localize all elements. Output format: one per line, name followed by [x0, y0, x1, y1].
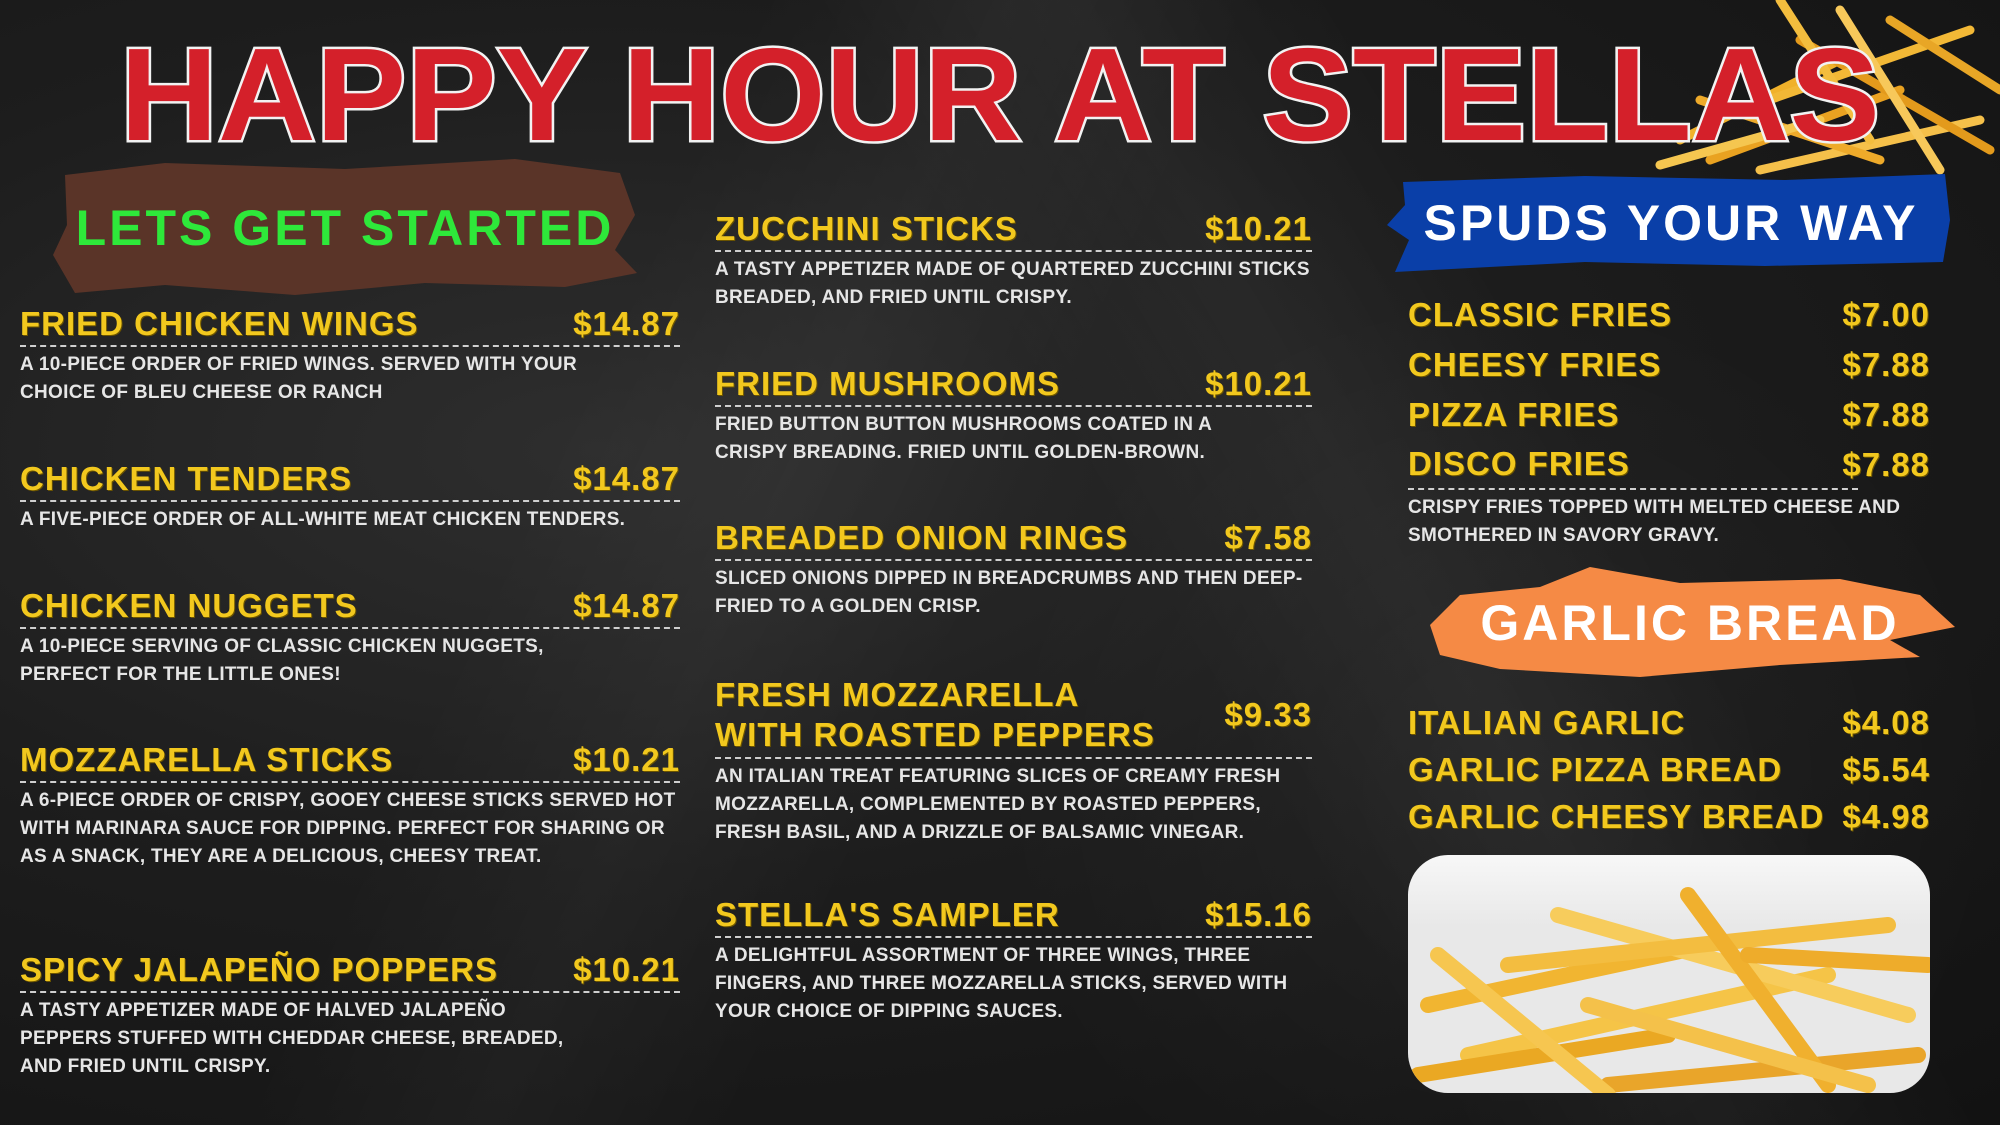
menu-item: CHICKEN NUGGETS $14.87 A 10-PIECE SERVING…: [20, 587, 680, 689]
menu-item: MOZZARELLA STICKS $10.21 A 6-PIECE ORDER …: [20, 741, 680, 871]
item-description: A 6-PIECE ORDER OF CRISPY, GOOEY CHEESE …: [20, 790, 676, 867]
menu-item: CHICKEN TENDERS $14.87 A FIVE-PIECE ORDER…: [20, 460, 680, 534]
fries-photo: [1408, 855, 1930, 1093]
item-price: $10.21: [1205, 365, 1312, 402]
item-description: A 10-PIECE SERVING OF CLASSIC CHICKEN NU…: [20, 636, 544, 685]
item-description: A FIVE-PIECE ORDER OF ALL-WHITE MEAT CHI…: [20, 509, 626, 530]
item-price: $10.21: [573, 741, 680, 778]
menu-item: CLASSIC FRIES $7.00: [1408, 290, 1930, 340]
menu-item: STELLA'S SAMPLER $15.16 A DELIGHTFUL ASSO…: [715, 896, 1312, 1026]
svg-text:HAPPY HOUR AT STELLAS: HAPPY HOUR AT STELLAS: [120, 22, 1880, 162]
item-name: SPICY JALAPEÑO POPPERS: [20, 951, 499, 988]
item-name: FRESH MOZZARELLA WITH ROASTED PEPPERS: [715, 676, 1155, 753]
item-price: $4.98: [1842, 797, 1930, 835]
item-name: FRIED MUSHROOMS: [715, 365, 1060, 402]
menu-item: ITALIAN GARLIC $4.08: [1408, 699, 1930, 746]
garlic-heading: GARLIC BREAD: [1480, 594, 1900, 651]
menu-item: FRESH MOZZARELLA WITH ROASTED PEPPERS $9.…: [715, 675, 1312, 847]
item-name: MOZZARELLA STICKS: [20, 741, 394, 778]
item-description: A DELIGHTFUL ASSORTMENT OF THREE WINGS, …: [715, 945, 1288, 1022]
item-price: $4.08: [1842, 703, 1930, 741]
menu-item: FRIED CHICKEN WINGS $14.87 A 10-PIECE ORD…: [20, 305, 680, 407]
item-price: $10.21: [1205, 210, 1312, 247]
garlic-banner: GARLIC BREAD: [1420, 565, 1960, 680]
item-price: $9.33: [1224, 696, 1312, 733]
item-price: $7.00: [1842, 296, 1930, 333]
item-description: A 10-PIECE ORDER OF FRIED WINGS. SERVED …: [20, 354, 577, 403]
item-name: GARLIC PIZZA BREAD: [1408, 750, 1783, 788]
item-price: $7.88: [1842, 396, 1930, 433]
menu-item: ZUCCHINI STICKS $10.21 A TASTY APPETIZER …: [715, 210, 1312, 312]
menu-item: PIZZA FRIES $7.88: [1408, 390, 1930, 440]
spuds-list: CLASSIC FRIES $7.00 CHEESY FRIES $7.88 PIZ…: [1408, 290, 1930, 550]
garlic-list: ITALIAN GARLIC $4.08 GARLIC PIZZA BREAD $5…: [1408, 699, 1930, 840]
item-price: $14.87: [573, 587, 680, 624]
fries-image-top: [1655, 0, 2000, 175]
item-description: FRIED BUTTON BUTTON MUSHROOMS COATED IN …: [715, 414, 1212, 463]
item-price: $10.21: [573, 951, 680, 988]
item-name: ZUCCHINI STICKS: [715, 210, 1018, 247]
item-name: CHEESY FRIES: [1408, 346, 1662, 383]
item-description: A TASTY APPETIZER MADE OF HALVED JALAPEÑ…: [20, 1000, 564, 1077]
item-name: ITALIAN GARLIC: [1408, 703, 1686, 741]
item-name: CLASSIC FRIES: [1408, 296, 1673, 333]
menu-item: BREADED ONION RINGS $7.58 SLICED ONIONS D…: [715, 519, 1312, 621]
item-name: GARLIC CHEESY BREAD: [1408, 797, 1825, 835]
item-price: $7.88: [1842, 346, 1930, 383]
spuds-heading: SPUDS YOUR WAY: [1423, 194, 1919, 251]
item-name: FRIED CHICKEN WINGS: [20, 305, 419, 342]
item-price: $15.16: [1205, 896, 1312, 933]
starters-banner: LETS GET STARTED: [45, 155, 645, 300]
menu-item: FRIED MUSHROOMS $10.21 FRIED BUTTON BUTTO…: [715, 365, 1312, 467]
item-name: CHICKEN NUGGETS: [20, 587, 358, 624]
item-price: $14.87: [573, 460, 680, 497]
menu-item: CHEESY FRIES $7.88: [1408, 340, 1930, 390]
item-price: $7.88: [1842, 446, 1930, 483]
item-name: DISCO FRIES: [1408, 445, 1630, 482]
menu-item: SPICY JALAPEÑO POPPERS $10.21 A TASTY APP…: [20, 951, 680, 1081]
menu-item: DISCO FRIES: [1408, 440, 1858, 490]
item-name: BREADED ONION RINGS: [715, 519, 1129, 556]
spuds-banner: SPUDS YOUR WAY: [1385, 170, 1957, 275]
item-description: AN ITALIAN TREAT FEATURING SLICES OF CRE…: [715, 766, 1281, 843]
item-description: CRISPY FRIES TOPPED WITH MELTED CHEESE A…: [1408, 497, 1901, 546]
item-name: CHICKEN TENDERS: [20, 460, 353, 497]
menu-item: GARLIC CHEESY BREAD $4.98: [1408, 793, 1930, 840]
item-description: A TASTY APPETIZER MADE OF QUARTERED ZUCC…: [715, 259, 1310, 308]
starters-heading: LETS GET STARTED: [75, 199, 615, 256]
item-name: STELLA'S SAMPLER: [715, 896, 1060, 933]
page-title: HAPPY HOUR AT STELLAS: [118, 22, 1883, 162]
menu-item: GARLIC PIZZA BREAD $5.54: [1408, 746, 1930, 793]
item-name: PIZZA FRIES: [1408, 396, 1620, 433]
item-description: SLICED ONIONS DIPPED IN BREADCRUMBS AND …: [715, 568, 1303, 617]
item-price: $14.87: [573, 305, 680, 342]
item-price: $5.54: [1842, 750, 1930, 788]
item-price: $7.58: [1224, 519, 1312, 556]
